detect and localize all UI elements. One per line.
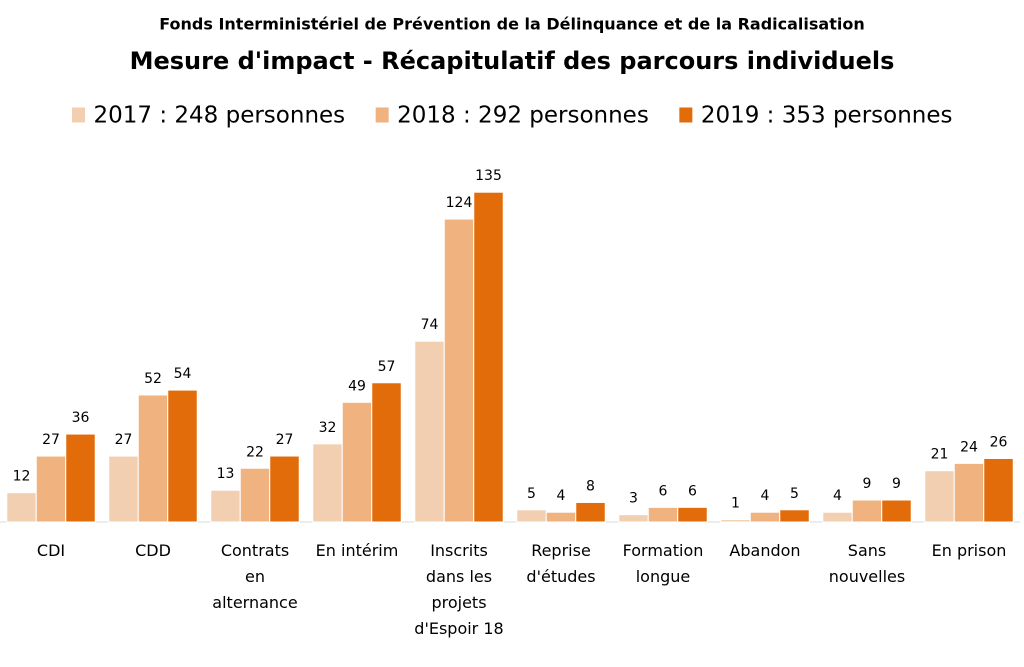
- data-label: 74: [421, 317, 439, 333]
- x-tick-label: Inscrits dans les projets d'Espoir 18: [414, 541, 504, 638]
- bar: [473, 191, 504, 523]
- data-label: 6: [688, 483, 697, 499]
- data-label: 24: [960, 439, 978, 455]
- data-label: 5: [790, 486, 799, 502]
- bar: [239, 467, 271, 523]
- x-tick-label: CDD: [135, 541, 171, 560]
- data-label: 6: [659, 483, 668, 499]
- legend-label: 2018 : 292 personnes: [397, 103, 649, 129]
- bar: [312, 443, 343, 523]
- bar: [137, 394, 169, 523]
- bar: [851, 499, 883, 523]
- bar: [65, 433, 96, 523]
- bar: [749, 511, 781, 523]
- bar: [822, 511, 853, 523]
- data-label: 21: [931, 447, 949, 463]
- bar: [881, 499, 912, 523]
- x-tick-label: Reprise d'études: [526, 541, 596, 586]
- data-label: 49: [348, 378, 366, 394]
- bar: [371, 382, 402, 523]
- bar: [516, 509, 547, 523]
- x-tick-label: Formation longue: [622, 541, 704, 586]
- bar: [341, 401, 373, 523]
- bar: [167, 389, 198, 523]
- data-label: 5: [527, 486, 536, 502]
- bar: [953, 462, 985, 523]
- data-label: 26: [990, 434, 1008, 450]
- data-label: 36: [72, 410, 90, 426]
- legend-label: 2017 : 248 personnes: [93, 103, 345, 129]
- data-label: 8: [586, 478, 595, 494]
- bar: [677, 506, 708, 523]
- bar: [443, 218, 475, 523]
- data-label: 9: [863, 476, 872, 492]
- chart-subtitle: Fonds Interministériel de Prévention de …: [159, 15, 864, 34]
- bar: [6, 492, 37, 523]
- data-label: 9: [892, 476, 901, 492]
- bar: [983, 457, 1014, 523]
- data-label: 27: [42, 432, 60, 448]
- data-label: 4: [761, 488, 770, 504]
- data-label: 3: [629, 491, 638, 507]
- data-label: 22: [246, 444, 264, 460]
- data-label: 32: [319, 420, 337, 436]
- data-label: 12: [13, 469, 31, 485]
- data-label: 124: [446, 195, 473, 211]
- bar: [414, 340, 445, 523]
- bar: [545, 511, 577, 523]
- data-label: 135: [475, 168, 502, 184]
- legend-swatch: [374, 106, 390, 124]
- bar: [108, 455, 139, 523]
- bar: [618, 514, 649, 523]
- x-tick-label: Sans nouvelles: [828, 541, 906, 586]
- bar: [575, 501, 606, 523]
- x-tick-label: CDI: [36, 541, 66, 560]
- bar: [35, 455, 67, 523]
- x-tick-label: En intérim: [315, 541, 399, 560]
- chart-title: Mesure d'impact - Récapitulatif des parc…: [130, 47, 895, 75]
- legend-label: 2019 : 353 personnes: [701, 103, 953, 129]
- data-label: 4: [557, 488, 566, 504]
- bar: [647, 506, 679, 523]
- data-label: 27: [115, 432, 133, 448]
- bar: [924, 470, 955, 523]
- data-label: 27: [276, 432, 294, 448]
- data-label: 1: [731, 496, 740, 512]
- bar: [720, 519, 751, 523]
- data-label: 57: [378, 359, 396, 375]
- bar: [269, 455, 300, 523]
- x-tick-label: En prison: [931, 541, 1007, 560]
- legend-swatch: [70, 106, 86, 124]
- bar: [210, 489, 241, 523]
- data-label: 54: [174, 366, 192, 382]
- legend-swatch: [678, 106, 694, 124]
- data-label: 4: [833, 488, 842, 504]
- data-label: 52: [144, 371, 162, 387]
- x-tick-label: Contrats en alternance: [212, 541, 298, 612]
- data-label: 13: [217, 466, 235, 482]
- bar: [779, 509, 810, 523]
- x-tick-label: Abandon: [729, 541, 801, 560]
